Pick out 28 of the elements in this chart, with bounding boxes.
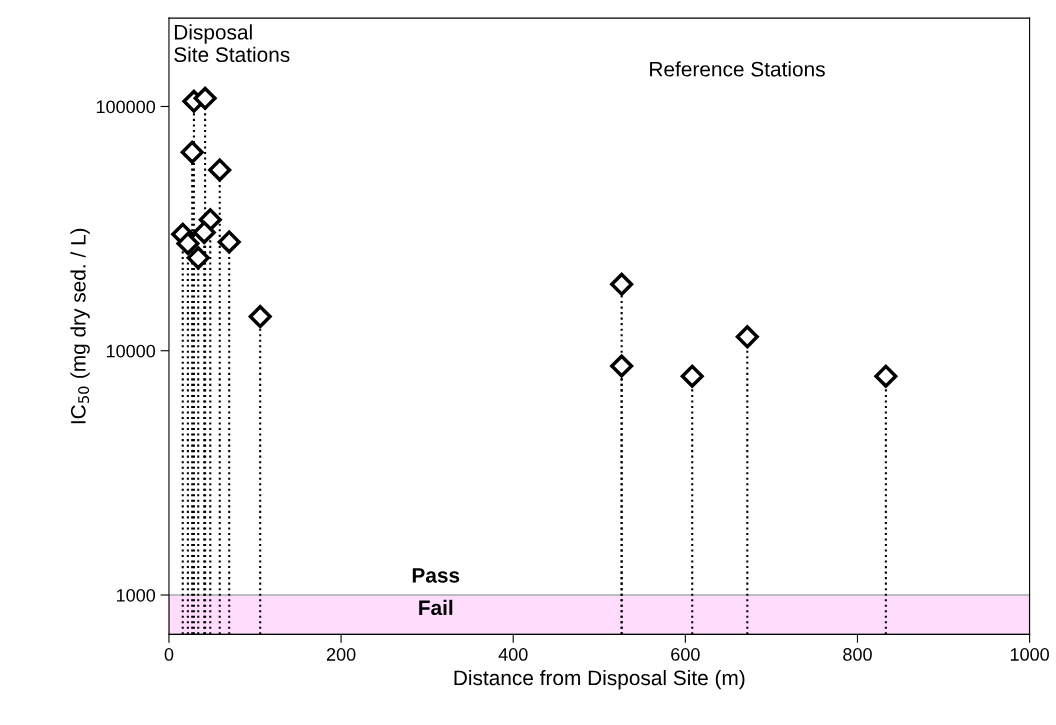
point — [610, 354, 634, 378]
point — [180, 140, 204, 164]
x-tick-label: 0 — [164, 648, 174, 661]
point — [192, 220, 216, 245]
x-axis-title: Distance from Disposal Site (m) — [454, 669, 745, 690]
x-tick-label: 800 — [843, 648, 872, 661]
annotation: Disposal Site Stations — [174, 24, 290, 63]
point — [680, 364, 704, 388]
band-label: Fail — [419, 599, 453, 616]
x-tick-label: 400 — [498, 648, 528, 661]
point — [610, 272, 634, 296]
point — [186, 246, 210, 270]
x-tick-label: 200 — [326, 648, 356, 661]
y-tick-label: 100000 — [96, 100, 156, 114]
point — [193, 86, 217, 110]
y-axis-title: IC$_{50}$ (mg dry sed. / L) — [70, 228, 90, 424]
x-tick-label: 1000 — [1010, 648, 1049, 661]
y-tick-label: 10000 — [106, 344, 156, 358]
point — [248, 305, 272, 329]
x-tick-label: 600 — [671, 648, 700, 661]
point — [735, 325, 759, 349]
annotation: Pass — [412, 568, 460, 583]
annotation: Reference Stations — [650, 61, 825, 77]
point — [217, 230, 241, 254]
y-tick-label: 1000 — [116, 588, 156, 602]
point — [208, 158, 232, 182]
point — [874, 364, 898, 388]
point — [176, 231, 200, 255]
